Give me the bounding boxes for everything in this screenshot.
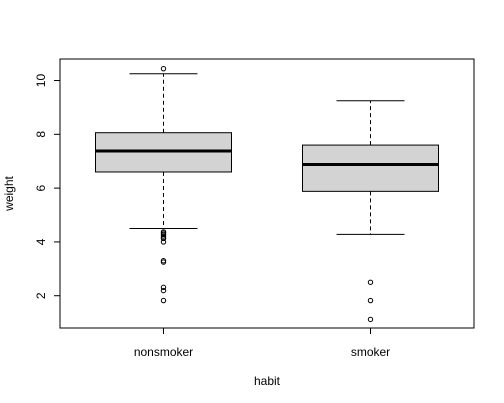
outlier-point: [160, 65, 167, 72]
y-tick-label: 10: [34, 74, 48, 88]
y-axis-label: weight: [2, 175, 16, 211]
x-tick-label: nonsmoker: [134, 345, 193, 359]
outlier-point: [160, 297, 167, 304]
iqr-box: [302, 144, 439, 192]
outlier-point: [160, 259, 167, 265]
y-tick-label: 8: [34, 131, 48, 138]
box-smoker: [302, 100, 439, 323]
y-tick-label: 2: [34, 292, 48, 299]
box-nonsmoker: [95, 65, 232, 304]
axes: 2 4 6 8 10 nonsmoker smoker: [34, 58, 475, 359]
outlier-point: [160, 233, 167, 239]
outlier-point: [160, 239, 167, 245]
outlier-point: [367, 297, 374, 304]
x-axis-label: habit: [254, 374, 281, 388]
y-tick-label: 4: [34, 238, 48, 245]
plot-frame: [59, 58, 475, 329]
outlier-point: [367, 279, 374, 285]
outlier-point: [160, 235, 167, 242]
y-tick-label: 6: [34, 184, 48, 191]
boxes: [95, 65, 439, 323]
outlier-point: [160, 287, 167, 294]
outlier-point: [160, 284, 167, 291]
x-tick-label: smoker: [351, 345, 390, 359]
outlier-point: [367, 316, 374, 323]
